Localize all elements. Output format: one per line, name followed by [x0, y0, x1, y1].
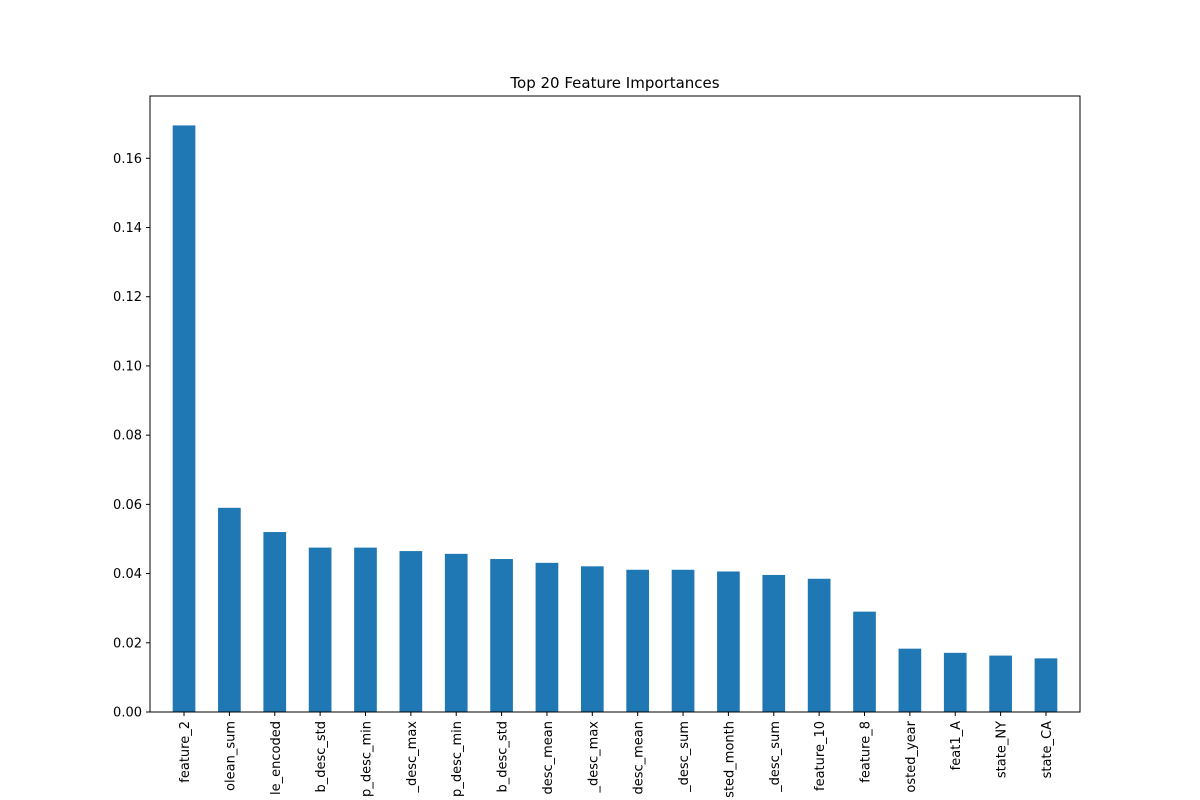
bar-4 [354, 547, 377, 712]
y-tick-label-1: 0.02 [113, 636, 142, 651]
bar-1 [218, 507, 241, 712]
bar-8 [535, 562, 559, 712]
bar-13 [762, 574, 786, 712]
bar-18 [989, 655, 1012, 712]
y-tick-label-8: 0.16 [113, 152, 142, 167]
y-tick-label-7: 0.14 [113, 221, 142, 236]
x-tick-label-14: feature_10 [813, 721, 828, 791]
bar-9 [580, 566, 604, 712]
bar-17 [943, 652, 967, 712]
x-tick-label-15: feature_8 [859, 721, 874, 783]
x-tick-label-1: olean_sum [223, 721, 238, 791]
plot-frame [149, 95, 1081, 713]
bar-5 [399, 551, 423, 712]
x-tick-label-9: _desc_max [586, 721, 601, 794]
x-tick-label-16: osted_year [904, 720, 919, 792]
bar-11 [671, 569, 695, 712]
x-tick-label-10: desc_mean [632, 721, 647, 795]
x-tick-label-19: state_CA [1040, 721, 1055, 779]
x-tick-label-12: sted_month [722, 721, 737, 798]
y-tick-label-6: 0.12 [113, 290, 142, 305]
bar-10 [626, 569, 650, 712]
x-tick-label-3: b_desc_std [314, 721, 329, 793]
y-tick-label-3: 0.06 [113, 498, 142, 513]
bar-2 [263, 532, 287, 712]
bar-14 [807, 578, 831, 712]
x-axis: feature_2 olean_sum le_encoded b_desc_std p_… [178, 712, 1055, 798]
bar-0 [172, 125, 196, 713]
x-tick-label-2: le_encoded [269, 721, 284, 795]
x-tick-label-0: feature_2 [178, 721, 193, 783]
bars-group [172, 125, 1058, 713]
bar-3 [308, 547, 332, 712]
y-tick-label-0: 0.00 [113, 706, 142, 721]
x-tick-label-13: _desc_sum [768, 721, 783, 793]
bar-7 [490, 559, 513, 712]
x-tick-label-8: desc_mean [541, 721, 556, 795]
x-tick-label-6: p_desc_min [450, 721, 465, 797]
bar-15 [853, 611, 876, 712]
chart-title: Top 20 Feature Importances [509, 74, 719, 92]
y-tick-label-5: 0.10 [113, 359, 142, 374]
x-tick-label-11: _desc_sum [677, 721, 692, 793]
x-tick-label-7: b_desc_std [496, 721, 511, 793]
bar-16 [898, 648, 922, 712]
x-tick-label-4: p_desc_min [359, 721, 374, 797]
bar-12 [717, 571, 740, 712]
y-tick-label-2: 0.04 [113, 567, 142, 582]
y-tick-label-4: 0.08 [113, 429, 142, 444]
x-tick-label-5: _desc_max [405, 721, 420, 794]
x-tick-label-17: feat1_A [949, 721, 964, 770]
bar-19 [1034, 658, 1058, 712]
bar-6 [444, 553, 468, 712]
y-axis: 0.00 0.02 0.04 0.06 0.08 0.10 0.12 0.14 0.16 [113, 152, 150, 721]
x-tick-label-18: state_NY [995, 721, 1010, 778]
